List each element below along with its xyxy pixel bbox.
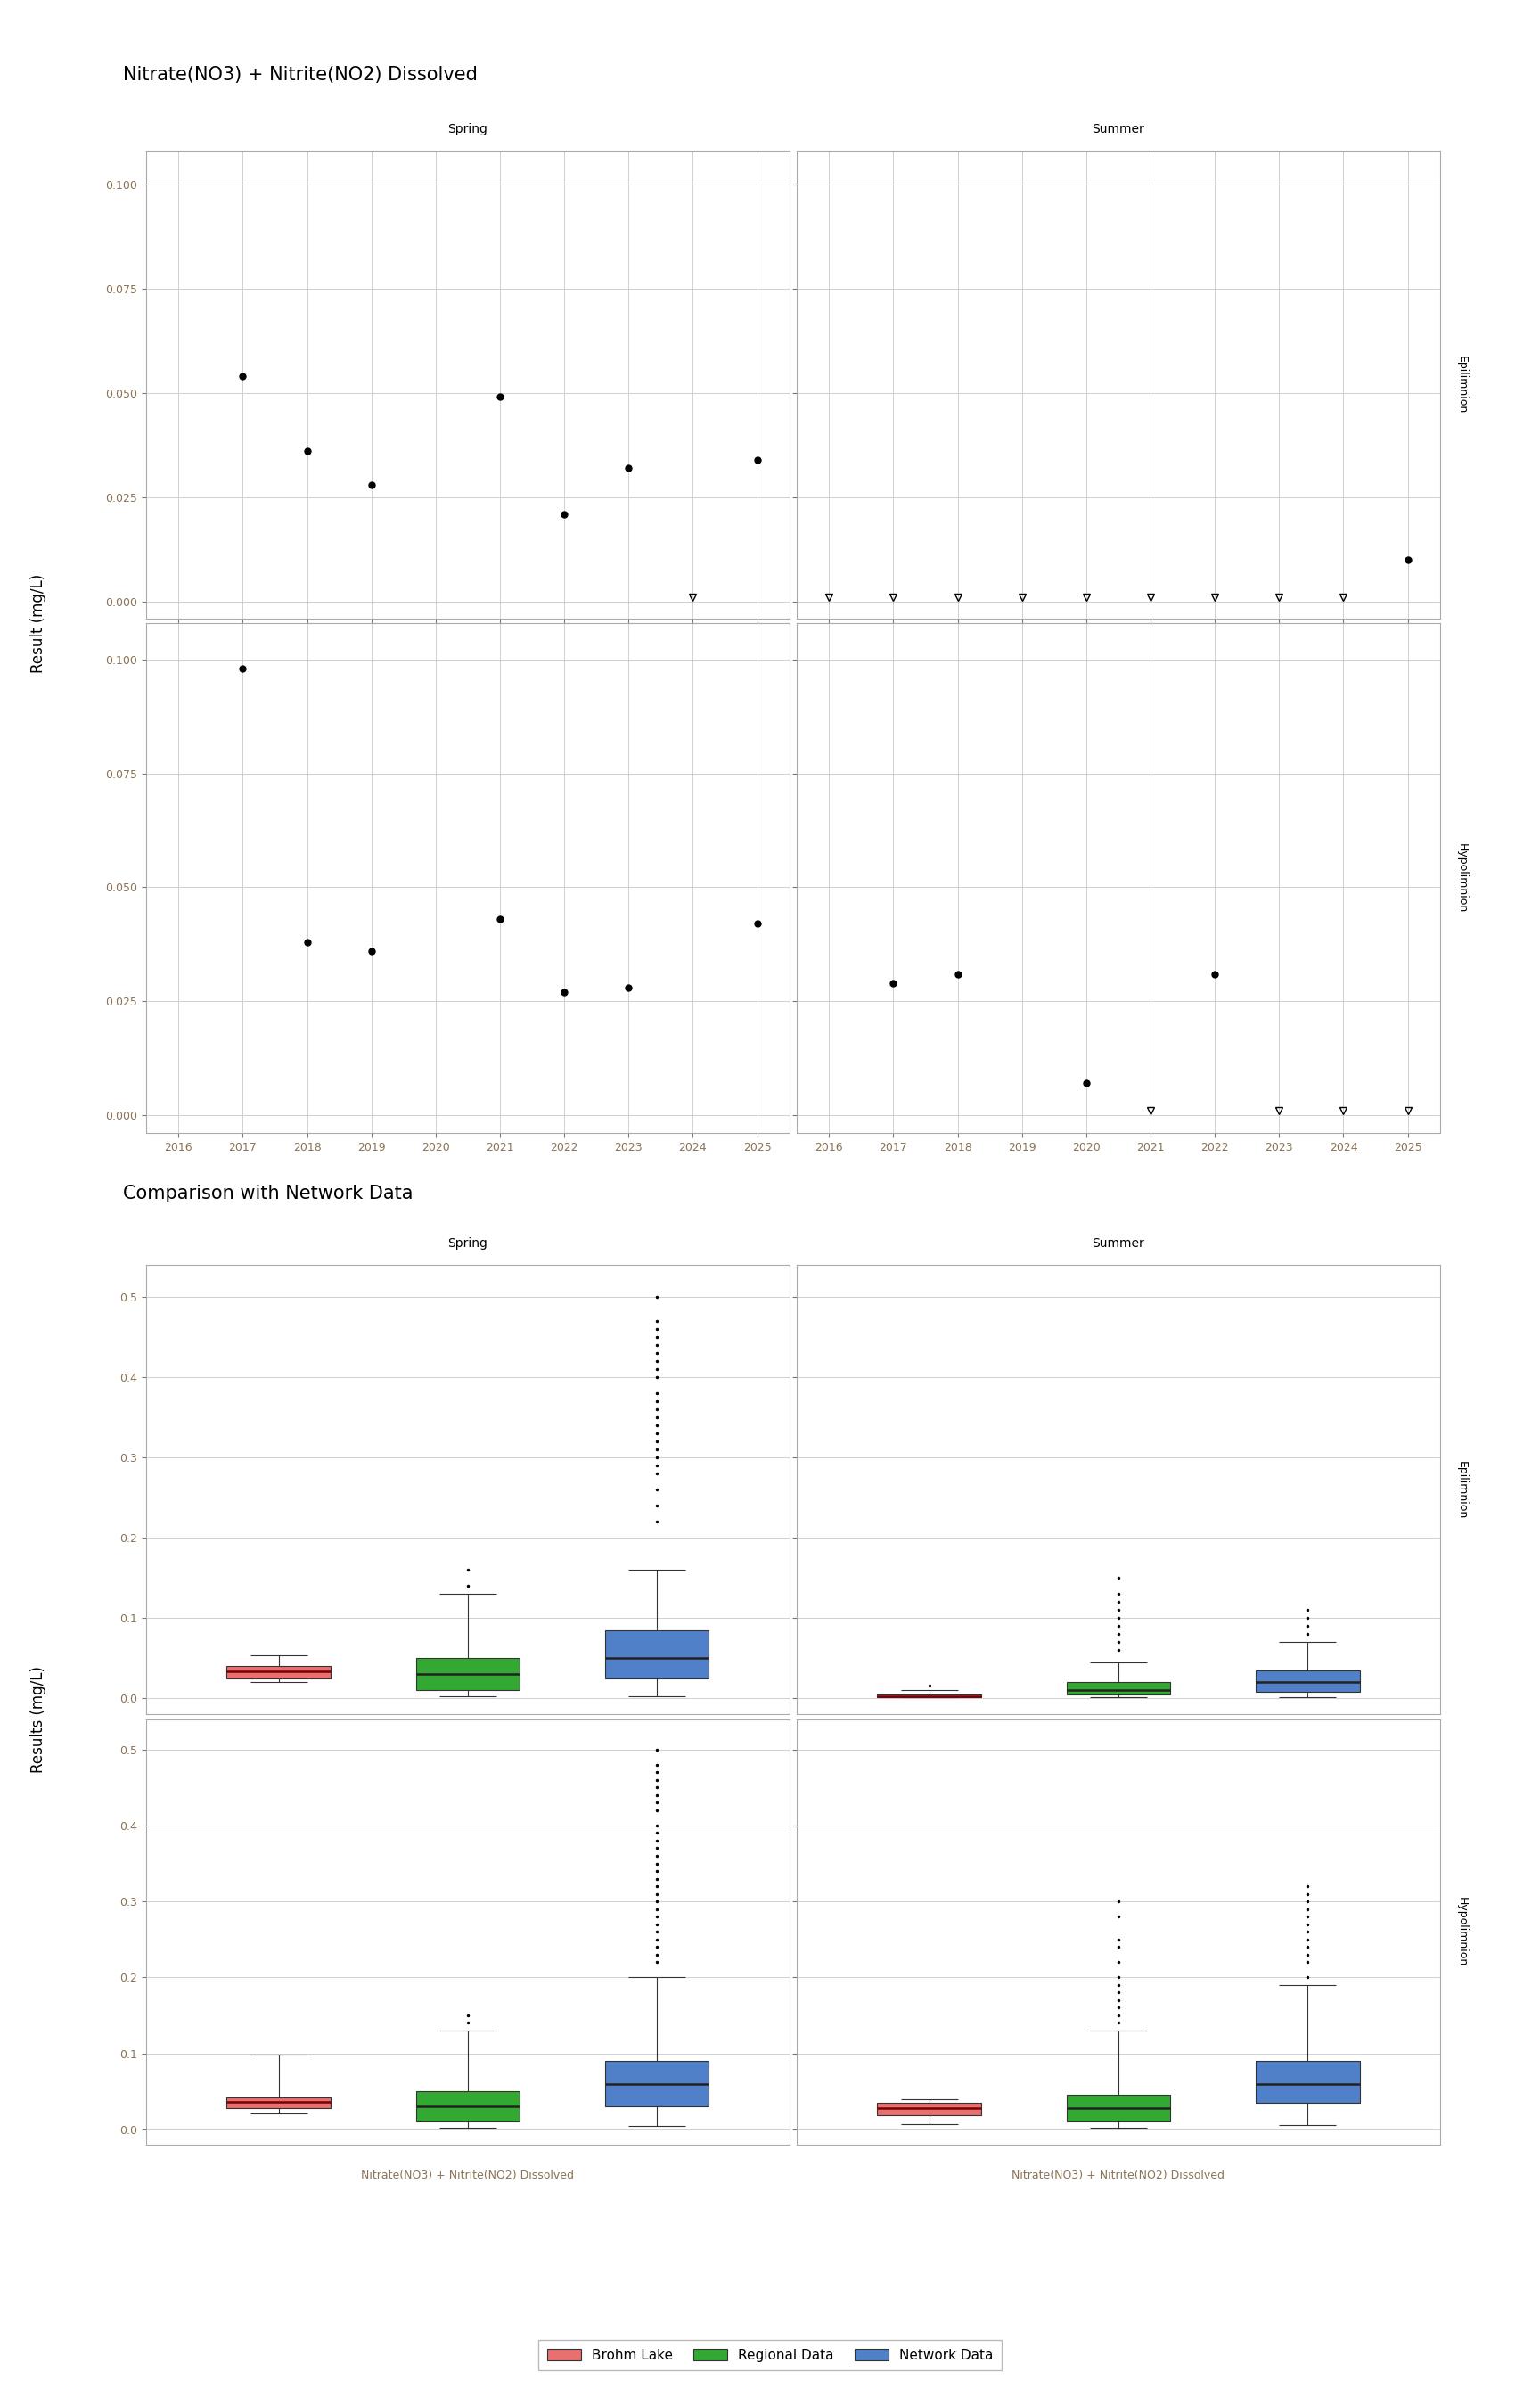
Text: Results (mg/L): Results (mg/L) [31, 1665, 46, 1773]
Bar [1255, 1670, 1360, 1692]
Bar [416, 1658, 521, 1689]
Bar [1255, 2061, 1360, 2104]
Text: Hypolimnion: Hypolimnion [1457, 843, 1468, 913]
Text: Epilimnion: Epilimnion [1457, 1462, 1468, 1519]
Bar [1066, 1682, 1170, 1694]
Bar [605, 1629, 708, 1677]
Text: Spring: Spring [448, 122, 488, 137]
Text: Comparison with Network Data: Comparison with Network Data [123, 1186, 413, 1203]
Bar [226, 2096, 331, 2108]
Text: Summer: Summer [1092, 1236, 1144, 1251]
Text: Spring: Spring [448, 1236, 488, 1251]
Text: Hypolimnion: Hypolimnion [1457, 1898, 1468, 1967]
Bar [1066, 2094, 1170, 2120]
Text: Result (mg/L): Result (mg/L) [31, 573, 46, 673]
Bar [416, 2092, 521, 2120]
Bar [605, 2061, 708, 2106]
Bar [878, 2104, 981, 2116]
Text: Nitrate(NO3) + Nitrite(NO2) Dissolved: Nitrate(NO3) + Nitrite(NO2) Dissolved [362, 2171, 574, 2180]
Text: Nitrate(NO3) + Nitrite(NO2) Dissolved: Nitrate(NO3) + Nitrite(NO2) Dissolved [1012, 2171, 1224, 2180]
Text: Summer: Summer [1092, 122, 1144, 137]
Bar [226, 1665, 331, 1677]
Legend: Brohm Lake, Regional Data, Network Data: Brohm Lake, Regional Data, Network Data [539, 2341, 1001, 2370]
Text: Nitrate(NO3) + Nitrite(NO2) Dissolved: Nitrate(NO3) + Nitrite(NO2) Dissolved [123, 67, 477, 84]
Text: Epilimnion: Epilimnion [1457, 355, 1468, 415]
Bar [878, 1694, 981, 1696]
